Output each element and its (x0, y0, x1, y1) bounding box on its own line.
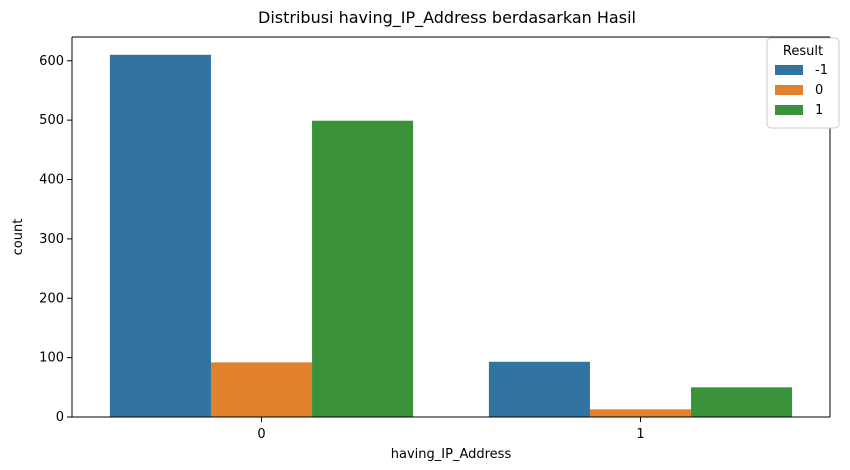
bar-series-2-cat-1 (691, 387, 793, 417)
x-axis-label: having_IP_Address (391, 447, 512, 462)
y-tick-label-4: 400 (39, 173, 64, 188)
legend-title: Result (783, 44, 823, 59)
y-tick-label-6: 600 (39, 54, 64, 69)
x-tick-label-1: 1 (636, 427, 644, 442)
y-tick-label-1: 100 (39, 351, 64, 366)
bar-series-1-cat-1 (589, 409, 692, 417)
x-tick-label-0: 0 (257, 427, 265, 442)
legend-label-2: 1 (815, 103, 823, 118)
legend-swatch-0 (775, 65, 803, 75)
bar-series-0-cat-1 (488, 361, 590, 417)
y-axis-label: count (11, 219, 26, 256)
plot-area: 0 100 200 300 400 500 600 0 1 (39, 36, 831, 442)
legend-swatch-2 (775, 105, 803, 115)
bar-series-0-cat-0 (109, 54, 211, 417)
legend-swatch-1 (775, 85, 803, 95)
legend-label-1: 0 (815, 83, 823, 98)
y-tick-label-0: 0 (56, 410, 64, 425)
legend: Result -1 0 1 (766, 37, 840, 129)
bar-series-2-cat-0 (312, 120, 414, 417)
chart-title: Distribusi having_IP_Address berdasarkan… (258, 8, 636, 28)
bar-series-1-cat-0 (210, 362, 313, 417)
legend-label-0: -1 (815, 63, 828, 78)
y-tick-label-3: 300 (39, 232, 64, 247)
y-tick-label-2: 200 (39, 291, 64, 306)
y-tick-label-5: 500 (39, 113, 64, 128)
